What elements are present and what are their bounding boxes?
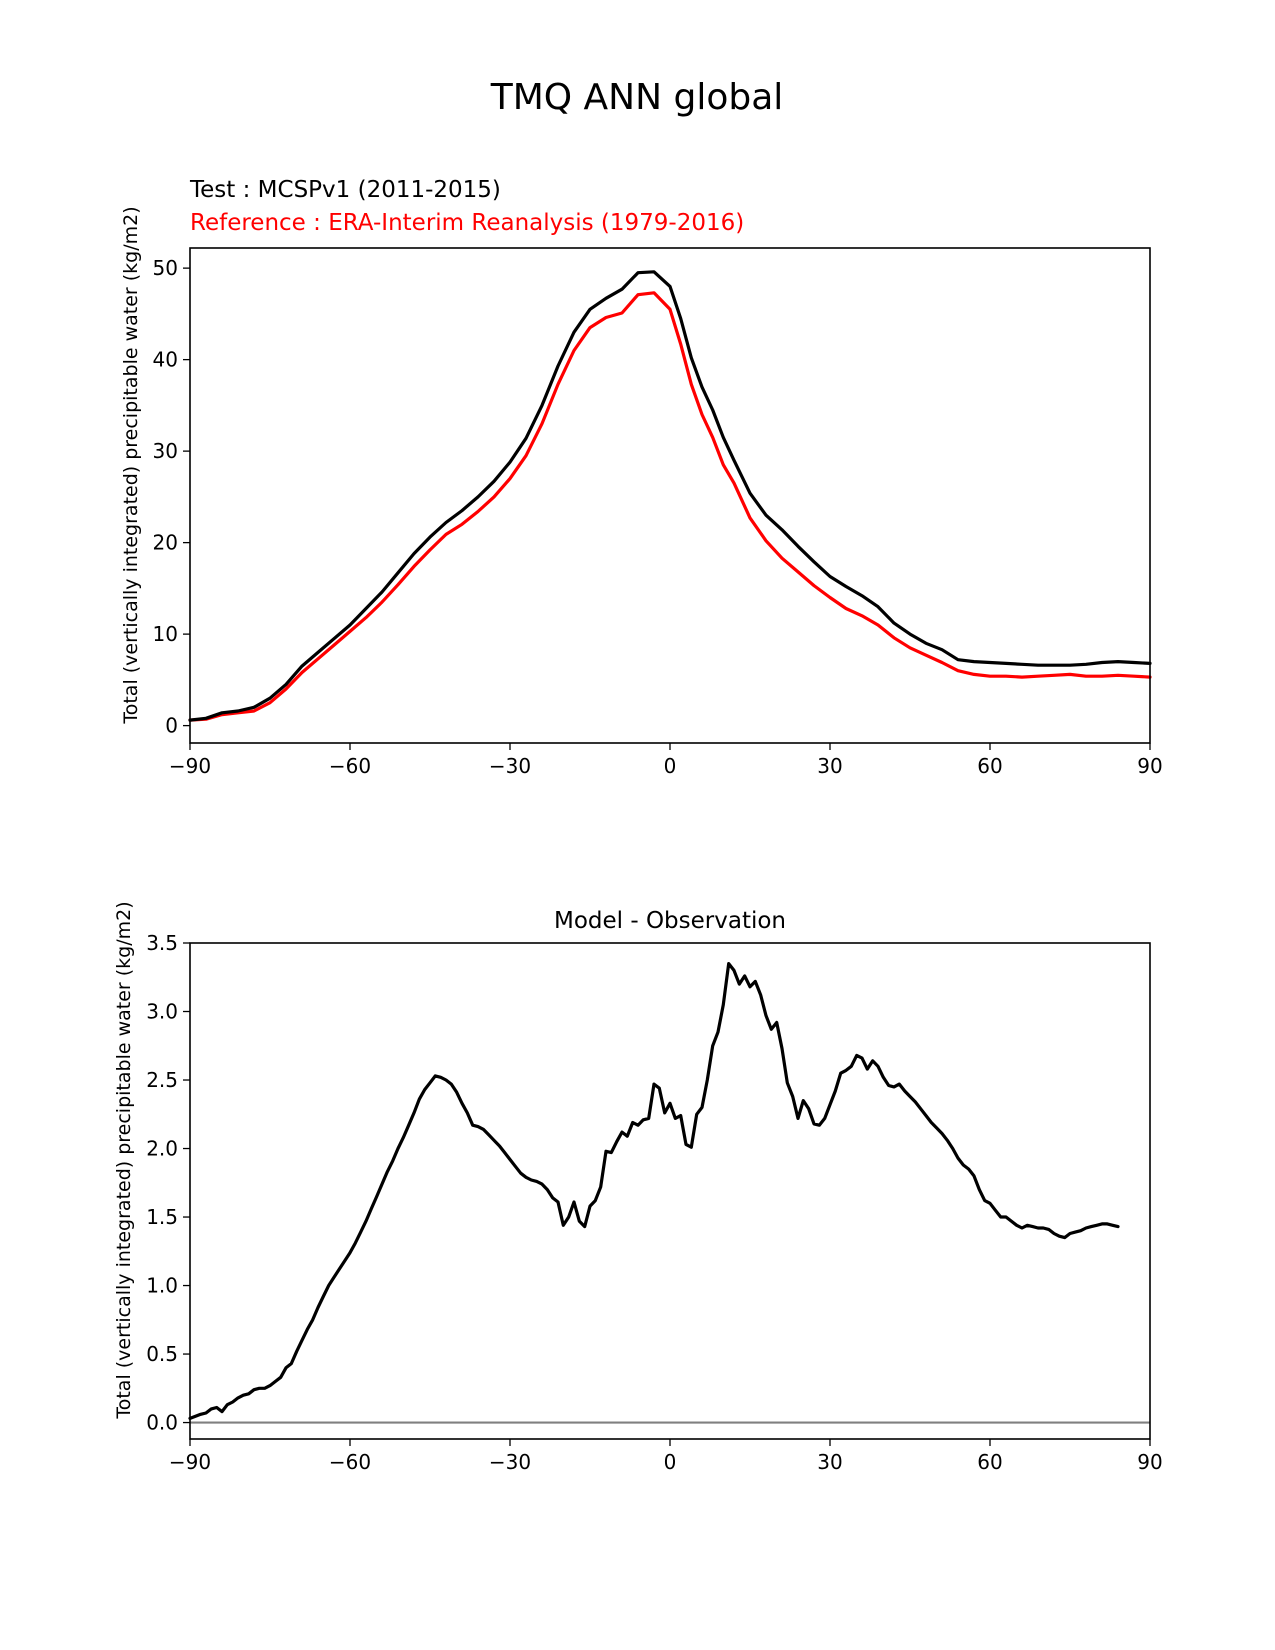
y-tick-label: 20 [153, 531, 178, 555]
x-tick-label: 90 [1137, 754, 1162, 778]
y-tick-label: 1.5 [146, 1205, 178, 1229]
bottom-title: Model - Observation [554, 908, 786, 934]
series-line-1 [188, 291, 1152, 722]
figure-title: TMQ ANN global [490, 77, 784, 118]
top-axes-frame [189, 247, 1151, 744]
series-line-0 [188, 961, 1120, 1421]
reference-legend-label: Reference : ERA-Interim Reanalysis (1979… [190, 210, 744, 236]
x-tick-label: 0 [664, 754, 677, 778]
bottom-axes-frame [189, 942, 1151, 1440]
bottom-ylabel: Total (vertically integrated) precipitab… [113, 901, 135, 1419]
y-tick-label: 3.5 [146, 931, 178, 955]
x-tick-label: 0 [664, 1450, 677, 1474]
test-legend-label: Test : MCSPv1 (2011-2015) [189, 177, 501, 203]
y-tick-label: 1.0 [146, 1274, 178, 1298]
x-tick-label: 30 [817, 754, 842, 778]
bottom-panel: Model - Observation Total (vertically in… [113, 901, 1163, 1474]
x-tick-label: 90 [1137, 1450, 1162, 1474]
y-tick-label: 0 [165, 714, 178, 738]
top-panel: Test : MCSPv1 (2011-2015) Reference : ER… [120, 177, 1163, 778]
y-tick-label: 10 [153, 622, 178, 646]
top-ylabel: Total (vertically integrated) precipitab… [120, 206, 142, 724]
y-tick-label: 2.0 [146, 1137, 178, 1161]
x-tick-label: −90 [169, 754, 211, 778]
x-tick-label: −60 [329, 754, 371, 778]
y-tick-label: 50 [153, 256, 178, 280]
x-tick-label: −30 [489, 1450, 531, 1474]
x-tick-label: 60 [977, 754, 1002, 778]
y-tick-label: 30 [153, 439, 178, 463]
series-line-0 [188, 270, 1152, 722]
y-tick-label: 40 [153, 348, 178, 372]
x-tick-label: −30 [489, 754, 531, 778]
y-tick-label: 0.5 [146, 1342, 178, 1366]
y-tick-label: 3.0 [146, 1000, 178, 1024]
x-tick-label: −90 [169, 1450, 211, 1474]
x-tick-label: −60 [329, 1450, 371, 1474]
y-tick-label: 0.0 [146, 1411, 178, 1435]
x-tick-label: 30 [817, 1450, 842, 1474]
x-tick-label: 60 [977, 1450, 1002, 1474]
y-tick-label: 2.5 [146, 1068, 178, 1092]
